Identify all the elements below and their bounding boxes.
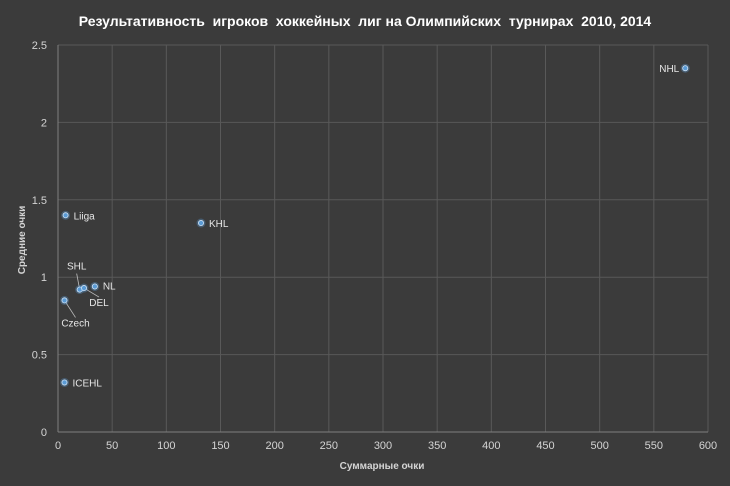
x-tick-label: 450: [536, 440, 554, 452]
y-tick-label: 1: [41, 272, 47, 284]
data-point: [197, 220, 204, 227]
y-axis-label: Средние очки: [17, 206, 28, 275]
x-tick-label: 300: [374, 440, 392, 452]
x-tick-label: 100: [157, 440, 175, 452]
chart-title: Результативность игроков хоккейных лиг н…: [79, 13, 652, 29]
data-point: [682, 65, 689, 72]
gridlines: [58, 44, 709, 432]
data-point: [61, 379, 68, 386]
tick-labels: 0 50 100 150 200 250 300 350 400 450 500 550 600 0 0.5…: [32, 40, 717, 452]
x-tick-label: 50: [106, 440, 118, 452]
x-tick-label: 600: [699, 440, 717, 452]
data-label: ICEHL: [73, 378, 103, 389]
data-points: [60, 63, 690, 387]
data-label: SHL: [67, 262, 87, 273]
leader-line: [64, 300, 76, 318]
x-tick-label: 350: [428, 440, 446, 452]
y-tick-label: 2: [41, 117, 47, 129]
x-tick-label: 250: [320, 440, 338, 452]
data-label: DEL: [89, 298, 109, 309]
x-tick-label: 150: [211, 440, 229, 452]
x-tick-label: 200: [265, 440, 283, 452]
x-tick-label: 400: [482, 440, 500, 452]
x-tick-label: 550: [645, 440, 663, 452]
data-labels: NHL Liiga KHL SHL DEL NL Czech ICEHL: [61, 64, 679, 389]
x-axis-label: Суммарные очки: [340, 461, 425, 472]
data-label: Liiga: [74, 211, 96, 222]
data-point: [62, 212, 69, 219]
data-label: NL: [103, 281, 116, 292]
data-label: Czech: [61, 318, 89, 329]
data-point: [91, 283, 98, 290]
data-point: [61, 297, 68, 304]
leader-lines: [64, 273, 100, 318]
x-tick-label: 500: [590, 440, 608, 452]
data-point: [81, 285, 88, 292]
axes: [57, 45, 708, 433]
y-tick-label: 2.5: [32, 40, 47, 52]
y-tick-label: 0: [41, 427, 47, 439]
x-tick-label: 0: [55, 440, 61, 452]
y-tick-label: 1.5: [32, 195, 47, 207]
y-tick-label: 0.5: [32, 350, 47, 362]
data-label: NHL: [659, 64, 679, 75]
data-label: KHL: [209, 219, 229, 230]
